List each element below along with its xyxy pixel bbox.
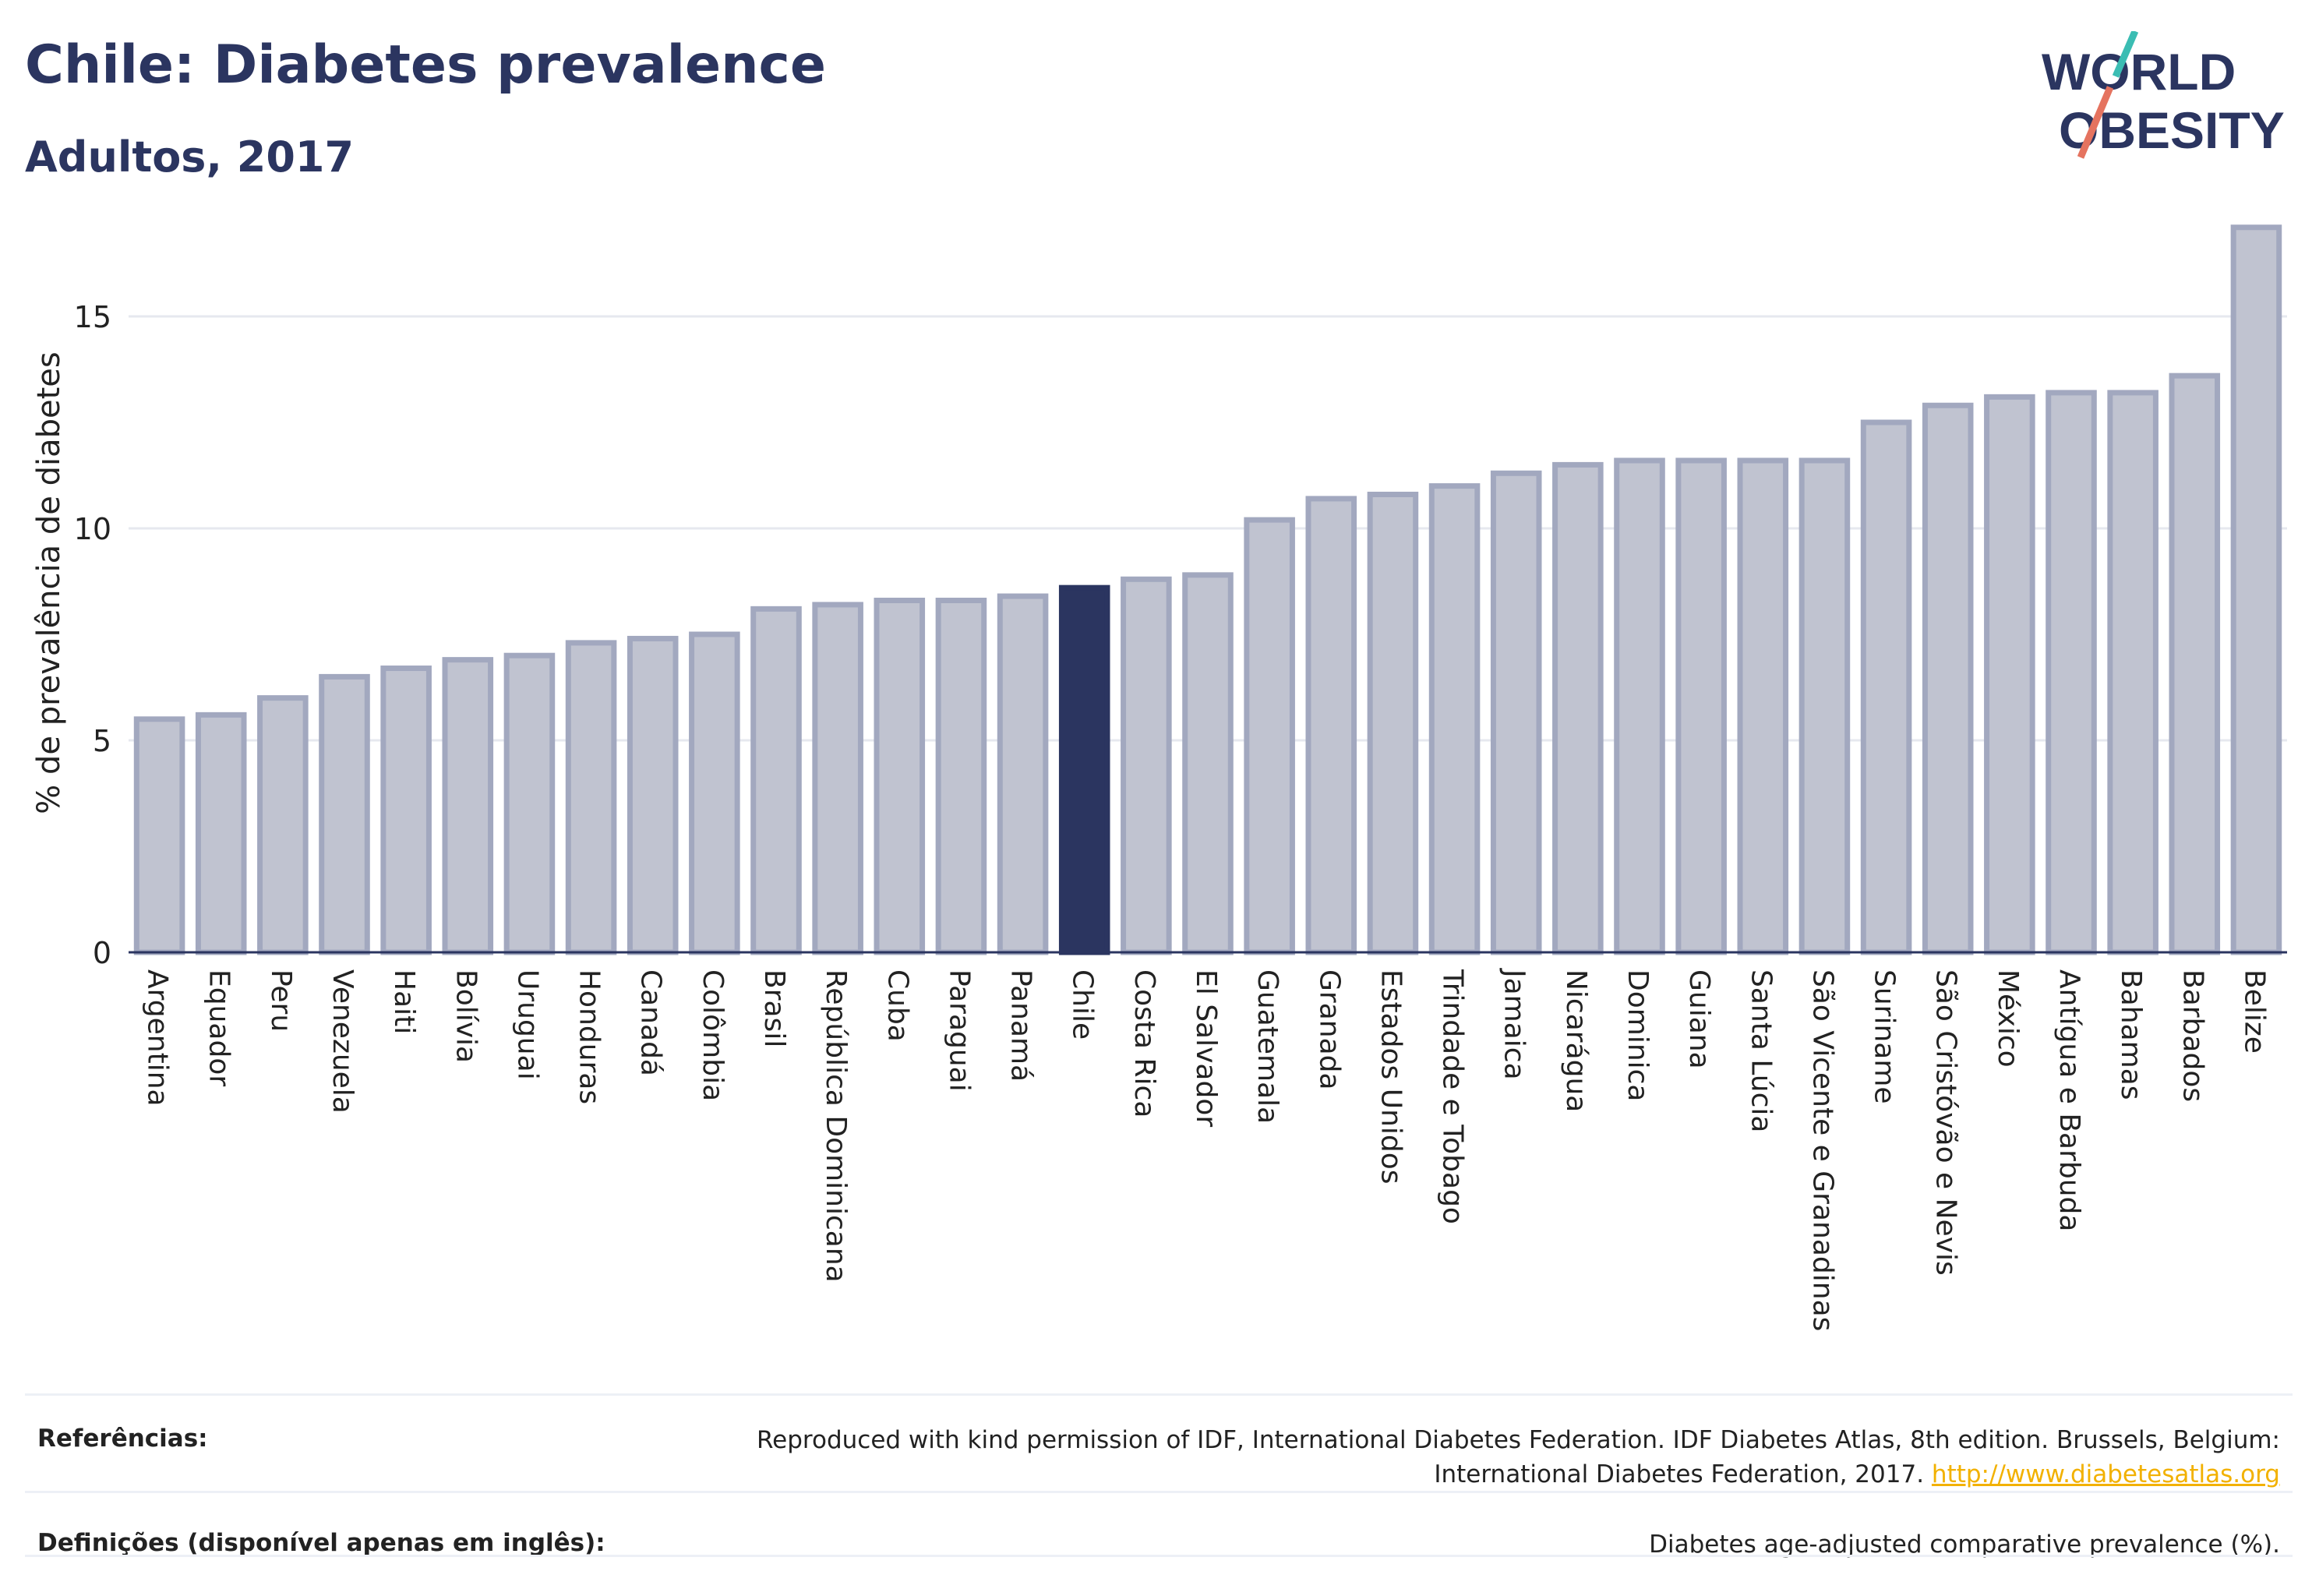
x-tick-label: Venezuela	[327, 969, 358, 1114]
x-tick-label: Jamaica	[1498, 968, 1530, 1080]
references-text-line1: Reproduced with kind permission of IDF, …	[757, 1426, 2280, 1454]
bar	[935, 597, 987, 955]
x-tick-label: Antígua e Barbuda	[2053, 969, 2085, 1231]
footer-divider-mid	[25, 1491, 2293, 1493]
bar	[997, 593, 1049, 955]
bar	[1614, 457, 1665, 955]
x-tick-label: Colômbia	[697, 969, 729, 1101]
x-tick-label: Estados Unidos	[1375, 969, 1407, 1185]
chart-subtitle: Adultos, 2017	[25, 132, 355, 182]
y-tick-label: 15	[74, 300, 111, 334]
bar	[1490, 470, 1542, 955]
definitions-label: Definições (disponível apenas em inglês)…	[37, 1529, 605, 1557]
x-tick-label: Argentina	[142, 969, 174, 1107]
definitions-text: Diabetes age-adjusted comparative preval…	[1649, 1531, 2280, 1559]
y-tick-label: 5	[93, 724, 111, 758]
bar-highlight	[1058, 584, 1110, 955]
references-row: Referências: Reproduced with kind permis…	[25, 1406, 2293, 1499]
bar	[1922, 402, 1974, 955]
x-tick-label: Costa Rica	[1128, 969, 1160, 1118]
bar	[2046, 390, 2097, 955]
bar	[195, 711, 247, 955]
bar	[2107, 390, 2159, 955]
bar	[1737, 457, 1789, 955]
x-tick-label: República Dominicana	[820, 969, 852, 1283]
bar	[503, 652, 556, 955]
x-tick-label: Nicarágua	[1560, 969, 1592, 1112]
bar	[1244, 517, 1295, 955]
logo-slash-red	[2077, 86, 2114, 159]
x-tick-label: Guiana	[1683, 969, 1715, 1069]
bar	[1675, 457, 1727, 955]
bar	[1121, 576, 1172, 955]
x-tick-label: Dominica	[1622, 969, 1654, 1102]
bar	[442, 657, 494, 955]
y-tick-label: 0	[93, 936, 111, 970]
x-tick-label: Chile	[1067, 969, 1099, 1040]
bar	[750, 606, 802, 955]
logo-line1: WORLD	[2042, 43, 2236, 101]
references-link[interactable]: http://www.diabetesatlas.org	[1931, 1460, 2280, 1488]
x-tick-label: Paraguai	[943, 969, 975, 1092]
bar	[565, 640, 617, 955]
x-tick-label: São Vicente e Granadinas	[1806, 969, 1838, 1331]
x-tick-label: Honduras	[574, 969, 605, 1104]
x-tick-label: Panamá	[1005, 969, 1037, 1082]
x-tick-label: Suriname	[1869, 969, 1901, 1104]
bar	[874, 597, 926, 955]
bar	[1552, 461, 1604, 955]
x-tick-label: Peru	[265, 969, 297, 1032]
chart-title: Chile: Diabetes prevalence	[25, 34, 826, 96]
bar	[812, 602, 863, 955]
x-tick-label: México	[1992, 969, 2024, 1068]
x-tick-label: Belize	[2238, 969, 2270, 1054]
bar	[257, 695, 309, 955]
bar	[133, 716, 185, 955]
definitions-row: Definições (disponível apenas em inglês)…	[25, 1512, 2293, 1566]
bars	[133, 224, 2282, 955]
bar	[2169, 373, 2221, 955]
y-tick-label: 10	[74, 512, 111, 546]
x-tick-label: Granada	[1313, 969, 1345, 1090]
footer-divider-bottom	[25, 1555, 2293, 1557]
bar	[319, 673, 370, 955]
bar	[1182, 572, 1234, 955]
x-axis-labels: Argentina Equador Peru Venezuela Haiti Bolívi…	[142, 968, 2271, 1331]
logo-slash-teal	[2112, 31, 2139, 78]
x-tick-label: Barbados	[2176, 969, 2208, 1102]
bar	[1984, 394, 2035, 955]
bar	[1428, 483, 1481, 955]
bar	[2230, 224, 2282, 955]
x-tick-label: Equador	[203, 969, 235, 1086]
x-tick-label: Haiti	[388, 969, 420, 1034]
bar-chart: 0 5 10 15 Argentina Equador Peru Venezuela Hait…	[31, 224, 2287, 1331]
x-tick-label: Guatemala	[1251, 969, 1283, 1124]
y-axis-ticks: 0 5 10 15	[74, 300, 111, 970]
references-text: Reproduced with kind permission of IDF, …	[757, 1423, 2280, 1492]
y-axis-label: % de prevalência de diabetes	[31, 351, 67, 814]
references-text-line2: International Diabetes Federation, 2017.	[1434, 1460, 1925, 1488]
x-tick-label: Santa Lúcia	[1745, 969, 1777, 1132]
bar	[627, 635, 679, 955]
x-tick-label: El Salvador	[1190, 969, 1222, 1127]
bar	[1305, 496, 1357, 955]
world-obesity-logo: WORLD OBESITY	[2042, 31, 2285, 159]
bar	[1798, 457, 1851, 955]
x-tick-label: Cuba	[881, 969, 913, 1042]
logo-line2: OBESITY	[2059, 101, 2285, 159]
x-tick-label: Canadá	[635, 969, 667, 1076]
x-tick-label: Trindade e Tobago	[1437, 969, 1469, 1224]
references-label: Referências:	[37, 1425, 208, 1453]
x-tick-label: Brasil	[758, 969, 790, 1047]
bar	[689, 631, 740, 955]
x-tick-label: Bolívia	[450, 969, 482, 1063]
bar	[1367, 491, 1419, 955]
footer-divider-top	[25, 1393, 2293, 1396]
bar	[1860, 419, 1912, 955]
x-tick-label: São Cristóvão e Nevis	[1930, 969, 1962, 1276]
x-tick-label: Bahamas	[2115, 969, 2147, 1100]
x-tick-label: Uruguai	[511, 969, 543, 1080]
bar	[380, 666, 432, 955]
